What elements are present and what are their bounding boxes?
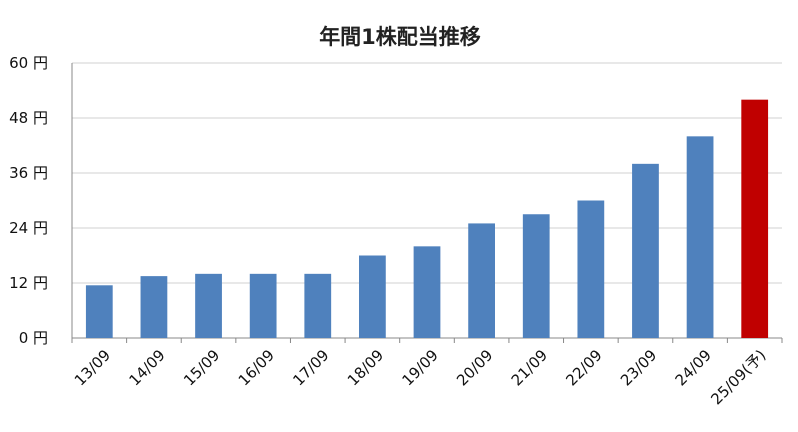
bar-14/09	[140, 276, 168, 338]
x-tick-label: 22/09	[562, 346, 605, 389]
y-tick-label: 24 円	[9, 219, 48, 237]
bar-25/09(予)	[741, 99, 769, 339]
x-tick-label: 23/09	[617, 346, 660, 389]
bar-16/09	[249, 273, 277, 338]
bar-22/09	[577, 200, 605, 338]
y-tick-label: 36 円	[9, 164, 48, 182]
bar-13/09	[85, 285, 113, 338]
bar-24/09	[686, 136, 714, 338]
bar-21/09	[522, 214, 550, 338]
bar-19/09	[413, 246, 441, 338]
y-tick-label: 12 円	[9, 274, 48, 292]
gridlines	[71, 62, 782, 339]
y-tick-label: 48 円	[9, 109, 48, 127]
x-tick-label: 15/09	[180, 346, 223, 389]
bar-18/09	[359, 255, 386, 338]
y-axis-ticks: 0 円 12 円 24 円 36 円 48 円 60 円	[9, 54, 48, 347]
x-tick-label: 13/09	[71, 346, 114, 389]
bar-20/09	[468, 223, 495, 338]
x-tick-label: 18/09	[344, 346, 387, 389]
bars	[85, 99, 769, 339]
bar-15/09	[195, 273, 222, 338]
x-tick-label: 19/09	[399, 346, 442, 389]
x-tick-label: 24/09	[672, 346, 715, 389]
bar-23/09	[632, 163, 659, 338]
x-tick-label: 14/09	[125, 346, 168, 389]
x-tick-label: 17/09	[289, 346, 332, 389]
chart-title: 年間1株配当推移	[319, 25, 481, 49]
bar-17/09	[304, 273, 332, 338]
y-tick-label: 60 円	[9, 54, 48, 72]
y-tick-label: 0 円	[19, 329, 48, 347]
x-tick-label: 21/09	[508, 346, 551, 389]
x-tick-label: 25/09(予)	[707, 346, 769, 408]
x-tick-label: 20/09	[453, 346, 496, 389]
x-axis-ticks: 13/09 14/09 15/09 16/09 17/09 18/09 19/09 20/09…	[71, 338, 783, 408]
x-tick-label: 16/09	[235, 346, 278, 389]
